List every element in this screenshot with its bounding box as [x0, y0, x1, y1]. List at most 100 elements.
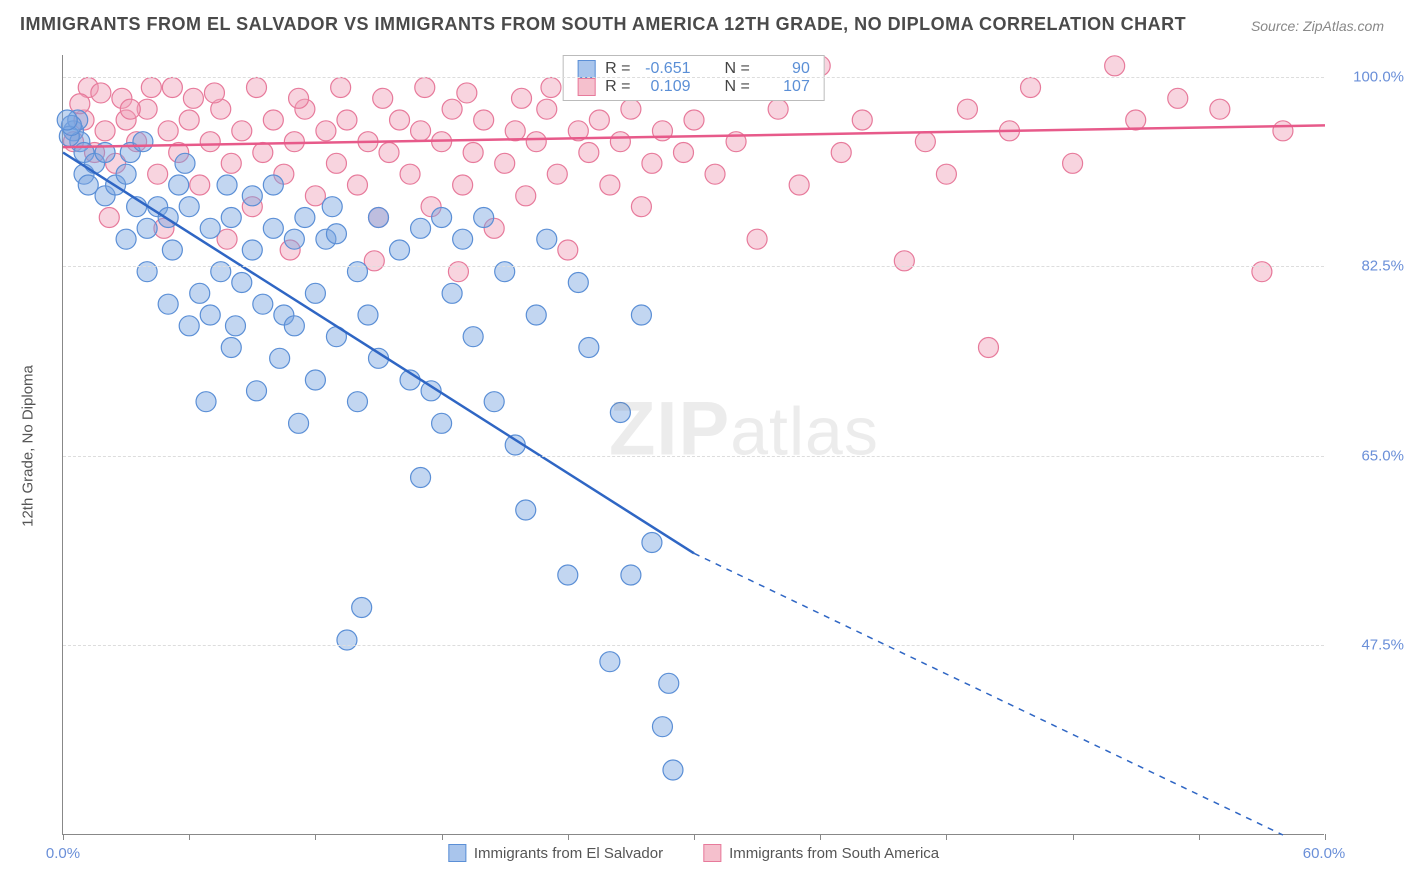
- data-point: [474, 110, 494, 130]
- data-point: [221, 338, 241, 358]
- data-point: [179, 316, 199, 336]
- data-point: [263, 110, 283, 130]
- data-point: [326, 224, 346, 244]
- series-legend: Immigrants from El Salvador Immigrants f…: [448, 844, 939, 862]
- x-tick-end: 60.0%: [1303, 845, 1346, 862]
- data-point: [347, 392, 367, 412]
- data-point: [1168, 88, 1188, 108]
- x-tick: [946, 834, 947, 840]
- data-point: [526, 305, 546, 325]
- data-point: [537, 229, 557, 249]
- data-point: [337, 110, 357, 130]
- y-axis-label: 12th Grade, No Diploma: [20, 365, 37, 527]
- n-label: N =: [725, 60, 750, 78]
- data-point: [474, 208, 494, 228]
- data-point: [673, 143, 693, 163]
- data-point: [263, 175, 283, 195]
- data-point: [610, 403, 630, 423]
- chart-plot-area: ZIPatlas R = -0.651 N = 90 R = 0.109 N =…: [62, 55, 1324, 835]
- data-point: [1063, 153, 1083, 173]
- x-tick: [820, 834, 821, 840]
- data-point: [162, 240, 182, 260]
- data-point: [1252, 262, 1272, 282]
- data-point: [642, 533, 662, 553]
- x-tick: [1073, 834, 1074, 840]
- data-point: [133, 132, 153, 152]
- data-point: [158, 294, 178, 314]
- correlation-legend: R = -0.651 N = 90 R = 0.109 N = 107: [562, 55, 825, 101]
- source-attribution: Source: ZipAtlas.com: [1251, 18, 1384, 34]
- data-point: [505, 121, 525, 141]
- data-point: [337, 630, 357, 650]
- data-point: [120, 99, 140, 119]
- data-point: [495, 153, 515, 173]
- x-tick: [1199, 834, 1200, 840]
- data-point: [1021, 78, 1041, 98]
- data-point: [116, 229, 136, 249]
- data-point: [663, 760, 683, 780]
- data-point: [373, 88, 393, 108]
- data-point: [541, 78, 561, 98]
- data-point: [600, 652, 620, 672]
- data-point: [516, 186, 536, 206]
- data-point: [631, 197, 651, 217]
- x-tick: [442, 834, 443, 840]
- data-point: [347, 175, 367, 195]
- data-point: [768, 99, 788, 119]
- data-point: [169, 175, 189, 195]
- data-point: [1273, 121, 1293, 141]
- data-point: [526, 132, 546, 152]
- swatch-pink: [577, 78, 595, 96]
- x-tick: [694, 834, 695, 840]
- x-tick: [1325, 834, 1326, 840]
- data-point: [95, 121, 115, 141]
- swatch-blue: [577, 60, 595, 78]
- data-point: [305, 283, 325, 303]
- data-point: [232, 273, 252, 293]
- y-tick-label: 82.5%: [1334, 258, 1404, 275]
- r-value-pink: 0.109: [641, 78, 691, 96]
- gridline: [63, 266, 1324, 267]
- data-point: [516, 500, 536, 520]
- r-label: R =: [605, 78, 630, 96]
- data-point: [247, 78, 267, 98]
- data-point: [411, 218, 431, 238]
- data-point: [442, 283, 462, 303]
- x-tick: [568, 834, 569, 840]
- data-point: [200, 132, 220, 152]
- data-point: [463, 143, 483, 163]
- data-point: [579, 143, 599, 163]
- data-point: [221, 153, 241, 173]
- data-point: [589, 110, 609, 130]
- data-point: [390, 110, 410, 130]
- data-point: [705, 164, 725, 184]
- data-point: [558, 240, 578, 260]
- data-point: [190, 283, 210, 303]
- data-point: [432, 208, 452, 228]
- data-point: [204, 83, 224, 103]
- data-point: [232, 121, 252, 141]
- data-point: [642, 153, 662, 173]
- data-point: [137, 218, 157, 238]
- data-point: [263, 218, 283, 238]
- data-point: [442, 99, 462, 119]
- data-point: [179, 110, 199, 130]
- data-point: [326, 153, 346, 173]
- r-value-blue: -0.651: [641, 60, 691, 78]
- data-point: [610, 132, 630, 152]
- data-point: [484, 392, 504, 412]
- data-point: [453, 229, 473, 249]
- data-point: [621, 99, 641, 119]
- data-point: [495, 262, 515, 282]
- data-point: [621, 565, 641, 585]
- r-label: R =: [605, 60, 630, 78]
- data-point: [358, 305, 378, 325]
- data-point: [558, 565, 578, 585]
- data-point: [659, 673, 679, 693]
- data-point: [1210, 99, 1230, 119]
- data-point: [179, 197, 199, 217]
- data-point: [190, 175, 210, 195]
- y-tick-label: 65.0%: [1334, 447, 1404, 464]
- n-value-blue: 90: [760, 60, 810, 78]
- correlation-row-blue: R = -0.651 N = 90: [577, 60, 810, 78]
